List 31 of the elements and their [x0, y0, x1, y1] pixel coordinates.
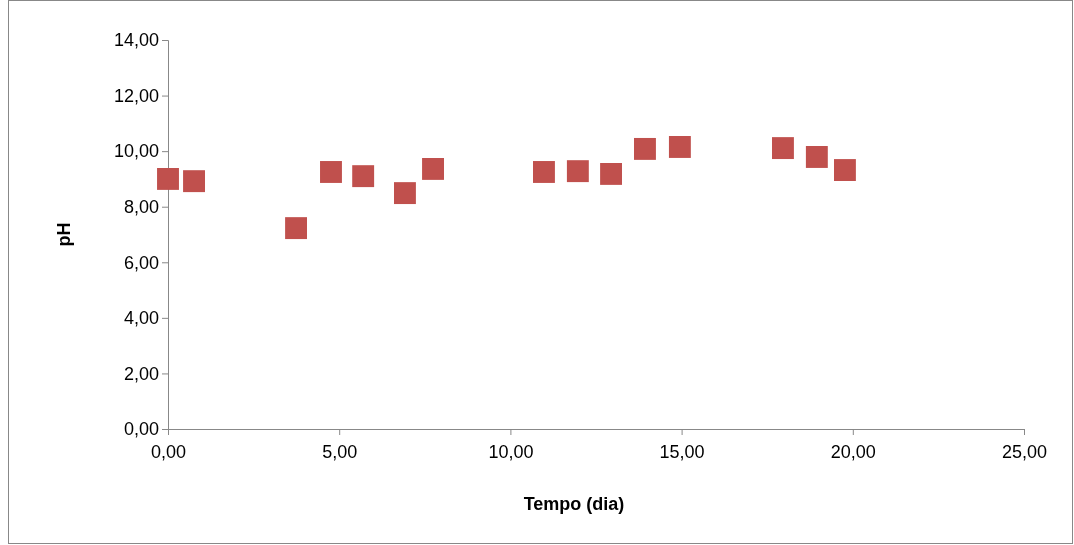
y-tick-label: 8,00 [123, 196, 159, 217]
point [183, 170, 205, 193]
y-tick-label: 4,00 [123, 308, 159, 329]
x-tick-label: 5,00 [322, 441, 358, 462]
point [668, 136, 691, 158]
x-tick-label: 0,00 [150, 441, 187, 462]
point [833, 159, 856, 181]
point [393, 182, 416, 205]
point [772, 137, 794, 160]
y-tick-label: 2,00 [123, 363, 159, 384]
y-tick-label: 14,00 [113, 30, 159, 51]
y-tick-label: 12,00 [113, 85, 159, 106]
point [422, 157, 444, 180]
x-tick-label: 20,00 [830, 441, 876, 462]
point [285, 217, 308, 240]
y-tick-label: 6,00 [123, 252, 159, 273]
x-axis-title: Tempo (dia) [523, 494, 625, 514]
point [320, 161, 342, 183]
y-axis-title: pH [54, 222, 74, 247]
point [566, 160, 589, 183]
point [533, 161, 555, 183]
x-tick-label: 25,00 [1001, 441, 1048, 462]
point [805, 146, 828, 168]
y-tick-label: 10,00 [113, 141, 159, 162]
point [352, 165, 375, 188]
x-tick-label: 10,00 [488, 441, 534, 462]
x-tick-label: 15,00 [659, 441, 705, 462]
point [600, 162, 623, 185]
y-tick-label: 0,00 [123, 419, 159, 440]
point [634, 137, 656, 160]
point [157, 167, 179, 190]
